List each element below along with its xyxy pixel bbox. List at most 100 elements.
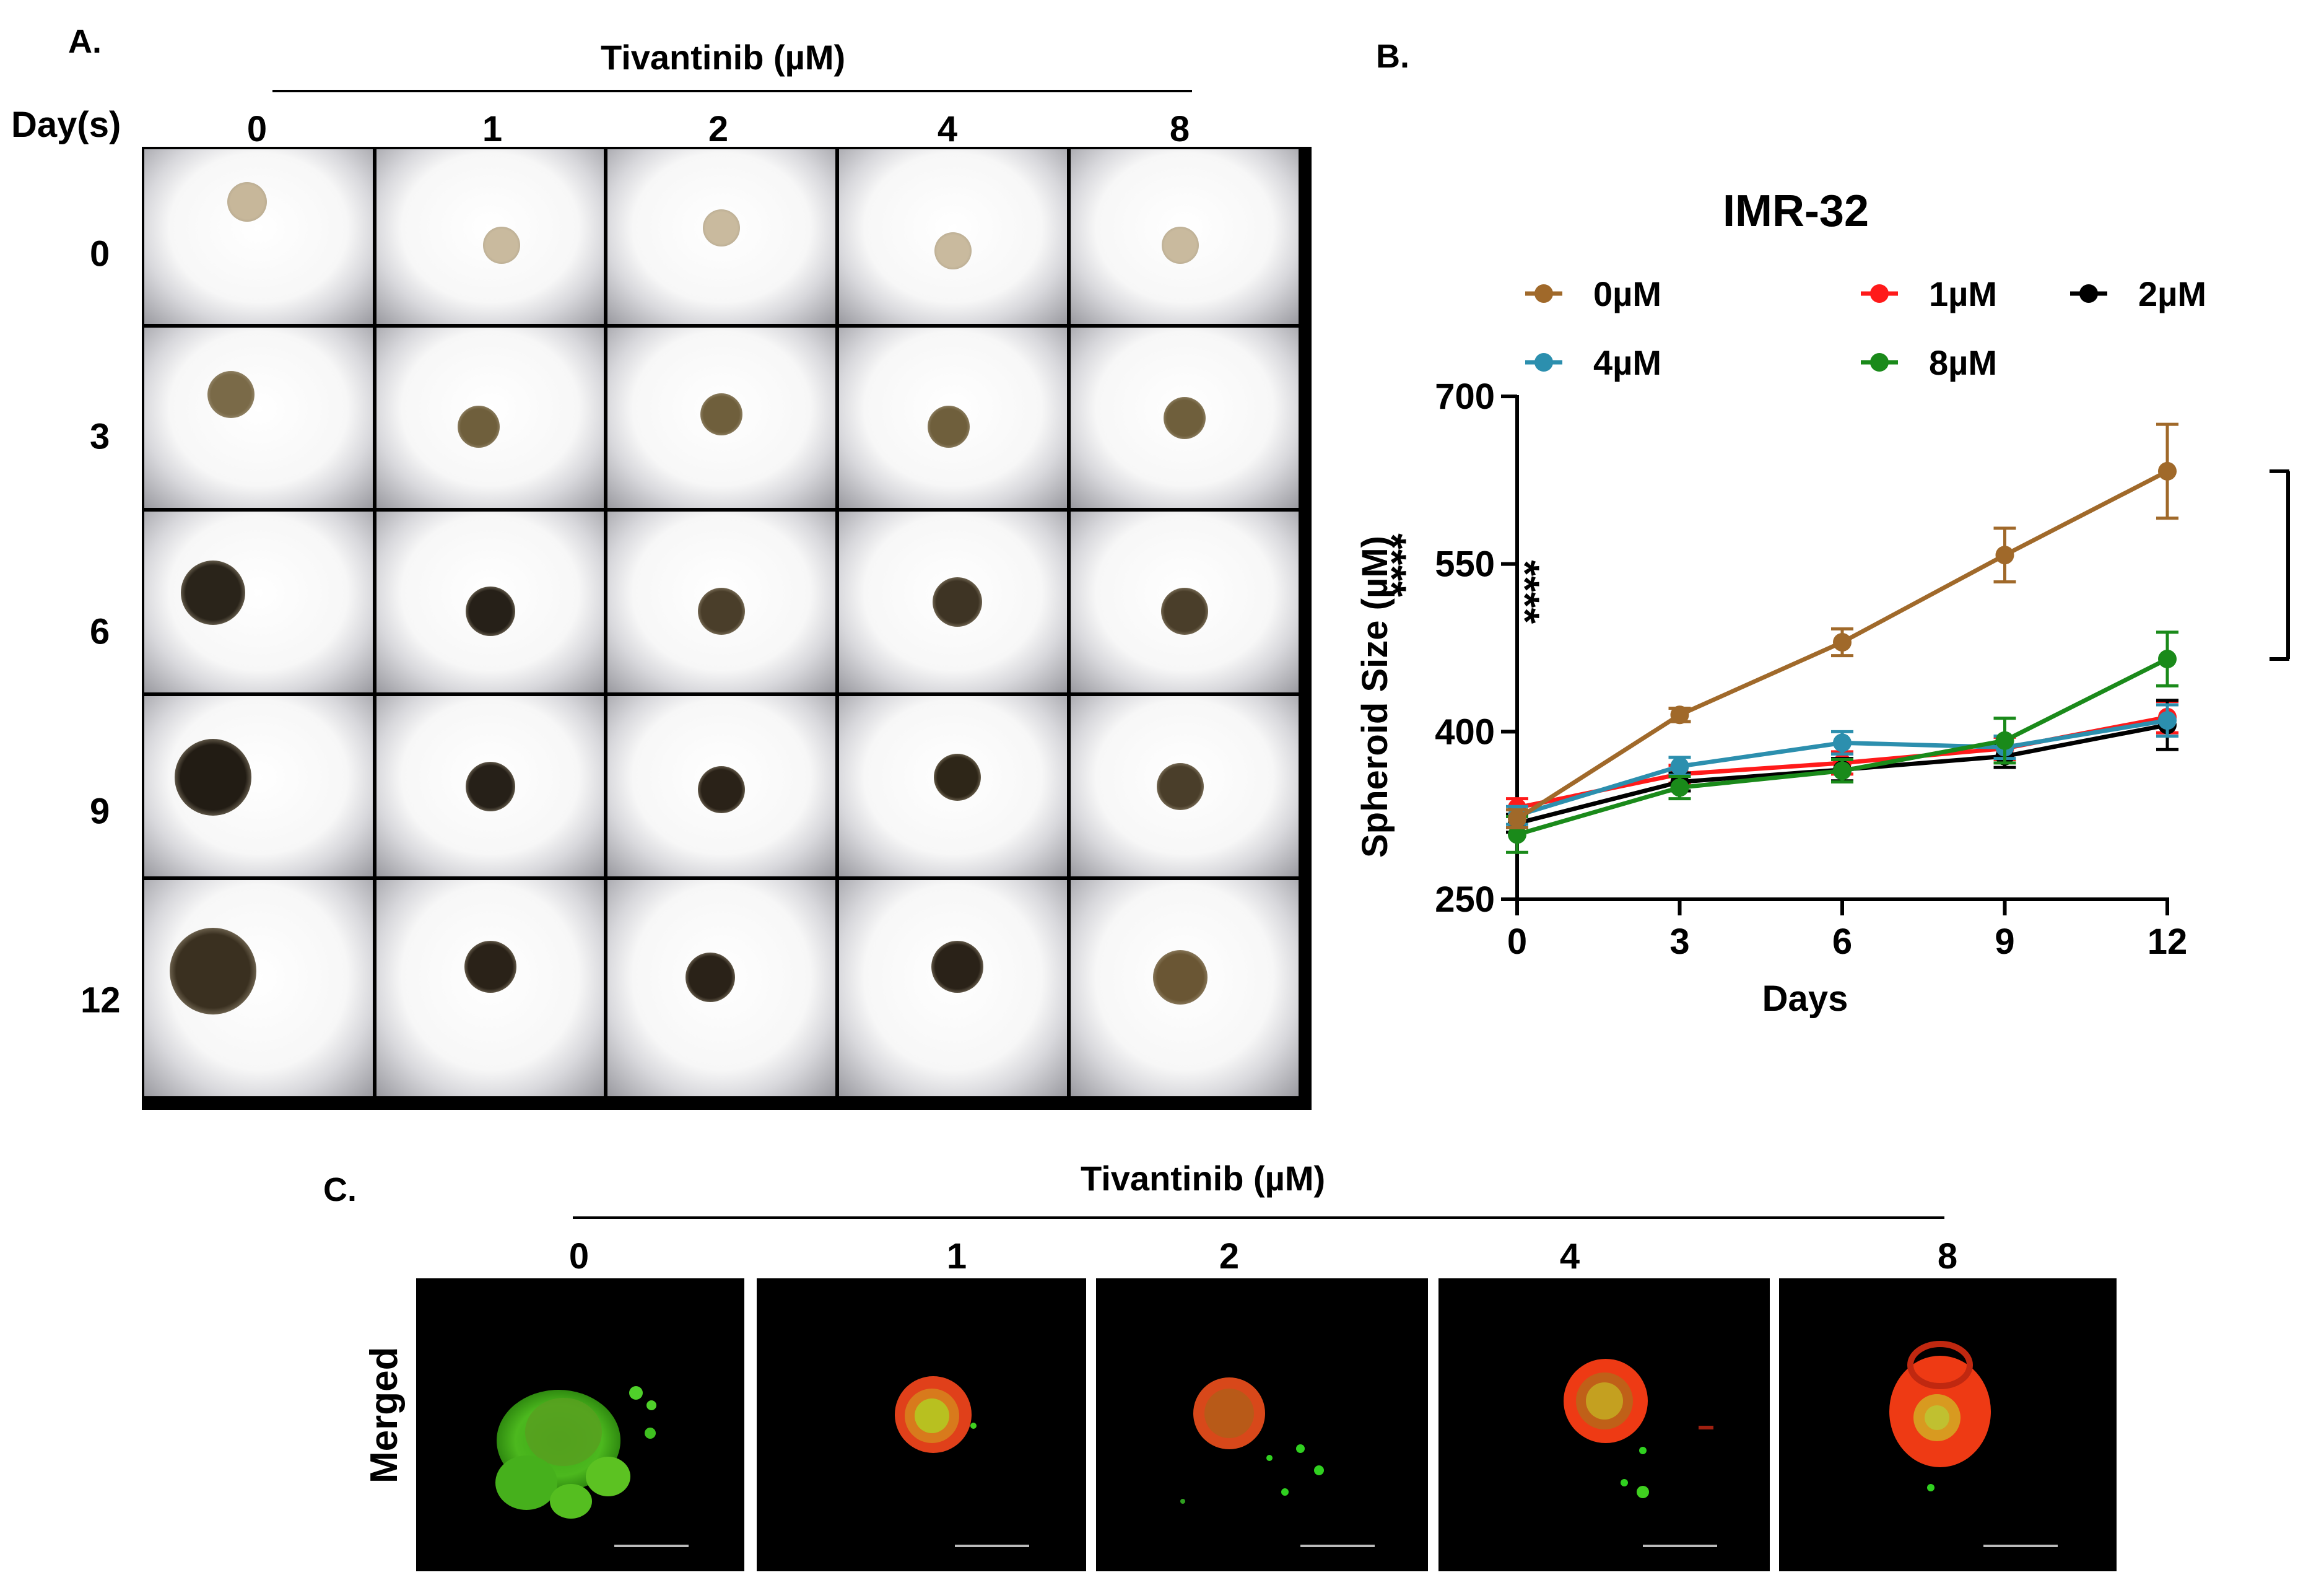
data-point <box>1995 546 2014 565</box>
legend-marker <box>2079 284 2098 303</box>
data-point <box>1670 778 1689 797</box>
y-tick-label: 400 <box>1435 712 1495 752</box>
data-point <box>1508 809 1526 829</box>
panel-c-col-label: 1 <box>946 1236 967 1276</box>
legend-marker <box>1870 284 1889 303</box>
y-tick-label: 550 <box>1435 544 1495 585</box>
spheroid-image <box>1071 149 1299 324</box>
spheroid <box>482 227 520 264</box>
spheroid <box>934 753 981 801</box>
panel-c-col-label: 0 <box>568 1236 590 1276</box>
spheroid-image <box>607 512 835 692</box>
legend-marker <box>1534 284 1553 303</box>
panel-a-row-axis-label: Day(s) <box>11 105 121 145</box>
panel-a-row-label: 0 <box>90 233 110 274</box>
spheroid <box>464 940 516 993</box>
panel-a-header-rule <box>272 90 1192 92</box>
spheroid-image <box>144 696 373 876</box>
spheroid <box>1164 396 1206 439</box>
data-point <box>1833 761 1852 780</box>
panel-c-col-label: 8 <box>1937 1236 1958 1276</box>
panel-a-row-label: 12 <box>81 980 121 1021</box>
series-0µM <box>1506 422 2178 830</box>
spheroid <box>1156 762 1204 810</box>
y-tick-label: 700 <box>1435 377 1495 417</box>
spheroid <box>703 209 740 246</box>
spheroid <box>931 940 984 993</box>
significance-bracket: **** <box>1369 469 2290 661</box>
spheroid <box>685 953 735 1003</box>
panel-a-header: Tivantinib (µM) <box>601 38 846 77</box>
spheroid <box>934 232 972 269</box>
panel-a-letter: A. <box>68 23 102 60</box>
panel-a-row-label: 9 <box>90 791 110 832</box>
x-tick-label: 0 <box>1507 922 1527 962</box>
panel-a-col-label: 4 <box>937 109 958 149</box>
spheroid-image-grid <box>142 147 1312 1110</box>
spheroid <box>465 761 515 811</box>
spheroid <box>1161 227 1199 264</box>
spheroid-image <box>376 512 604 692</box>
data-point <box>2158 650 2177 669</box>
panel-a-col-label: 1 <box>482 109 503 149</box>
spheroid-image <box>376 696 604 876</box>
fluorescence-image-4 <box>1779 1278 2117 1571</box>
legend-label: 0µM <box>1593 274 1661 313</box>
spheroid <box>465 586 515 636</box>
panel-c-col-label: 4 <box>1559 1236 1580 1276</box>
spheroid-image <box>144 880 373 1096</box>
legend-label: 4µM <box>1593 343 1661 382</box>
spheroid <box>927 406 970 448</box>
spheroid <box>933 577 983 627</box>
legend-item: 0µM <box>1525 274 1661 313</box>
legend-item: 8µM <box>1861 343 1997 382</box>
fluorescence-image-3 <box>1438 1278 1770 1571</box>
legend-marker <box>1870 353 1889 372</box>
legend-label: 2µM <box>2138 274 2206 313</box>
chart-title: IMR-32 <box>1723 186 1869 236</box>
legend-label: 8µM <box>1929 343 1997 382</box>
data-point <box>2158 711 2177 730</box>
x-tick-label: 3 <box>1669 922 1689 962</box>
x-tick-label: 12 <box>2148 922 2188 962</box>
spheroid <box>698 587 745 635</box>
spheroid-image <box>1071 328 1299 508</box>
panel-c-header: Tivantinib (µM) <box>1081 1159 1326 1198</box>
spheroid-image <box>607 328 835 508</box>
spheroid-image <box>607 696 835 876</box>
spheroid <box>180 561 245 626</box>
panel-a-row-label: 6 <box>90 611 110 652</box>
panel-c-letter: C. <box>323 1171 357 1208</box>
legend-item: 4µM <box>1525 343 1661 382</box>
data-point <box>2158 461 2177 481</box>
spheroid-image <box>839 696 1067 876</box>
significance-label: **** <box>1502 560 1548 624</box>
panel-c-header-rule <box>573 1216 1944 1219</box>
x-tick-label: 9 <box>1995 922 2014 962</box>
spheroid <box>698 766 745 814</box>
legend-item: 1µM <box>1861 274 1997 313</box>
panel-c-col-label: 2 <box>1219 1236 1240 1276</box>
spheroid <box>207 370 255 418</box>
spheroid-image <box>144 512 373 692</box>
fluorescence-image-0 <box>416 1278 744 1571</box>
panel-a-row-label: 3 <box>90 416 110 457</box>
spheroid-image <box>1071 512 1299 692</box>
spheroid-image <box>839 149 1067 324</box>
panel-a-col-label: 8 <box>1169 109 1190 149</box>
fluorescence-image-1 <box>757 1278 1086 1571</box>
spheroid-image <box>1071 880 1299 1096</box>
data-point <box>1995 731 2014 750</box>
spheroid-image <box>144 149 373 324</box>
spheroid-image <box>144 328 373 508</box>
x-axis-label: Days <box>1762 979 1848 1019</box>
spheroid-size-chart: IMR-32 0µM 1µM 2µM 4µM 8µM Spheroid Size (µM… <box>1355 186 2290 1019</box>
legend-label: 1µM <box>1929 274 1997 313</box>
spheroid <box>174 738 251 816</box>
spheroid <box>1161 587 1208 635</box>
fluorescence-image-2 <box>1096 1278 1428 1571</box>
spheroid <box>1152 950 1208 1005</box>
data-point <box>1670 757 1689 776</box>
spheroid-image <box>376 880 604 1096</box>
spheroid-image <box>376 149 604 324</box>
